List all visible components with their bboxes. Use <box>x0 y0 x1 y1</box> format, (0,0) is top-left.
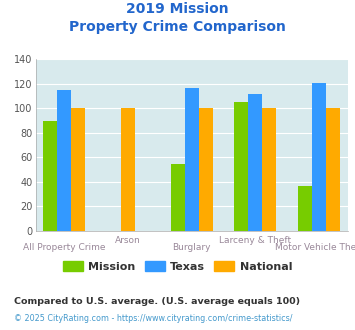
Bar <box>326 109 340 231</box>
Bar <box>312 83 326 231</box>
Bar <box>57 90 71 231</box>
Text: Property Crime Comparison: Property Crime Comparison <box>69 20 286 34</box>
Legend: Mission, Texas, National: Mission, Texas, National <box>59 257 296 277</box>
Text: All Property Crime: All Property Crime <box>23 243 105 252</box>
Bar <box>234 102 248 231</box>
Bar <box>248 94 262 231</box>
Bar <box>71 109 85 231</box>
Text: © 2025 CityRating.com - https://www.cityrating.com/crime-statistics/: © 2025 CityRating.com - https://www.city… <box>14 314 293 323</box>
Text: Motor Vehicle Theft: Motor Vehicle Theft <box>275 243 355 252</box>
Text: Arson: Arson <box>115 236 141 245</box>
Bar <box>171 164 185 231</box>
Bar <box>185 87 199 231</box>
Bar <box>262 109 277 231</box>
Text: 2019 Mission: 2019 Mission <box>126 2 229 16</box>
Text: Larceny & Theft: Larceny & Theft <box>219 236 291 245</box>
Text: Burglary: Burglary <box>173 243 211 252</box>
Bar <box>121 109 135 231</box>
Bar <box>298 186 312 231</box>
Text: Compared to U.S. average. (U.S. average equals 100): Compared to U.S. average. (U.S. average … <box>14 297 300 306</box>
Bar <box>199 109 213 231</box>
Bar <box>43 121 57 231</box>
